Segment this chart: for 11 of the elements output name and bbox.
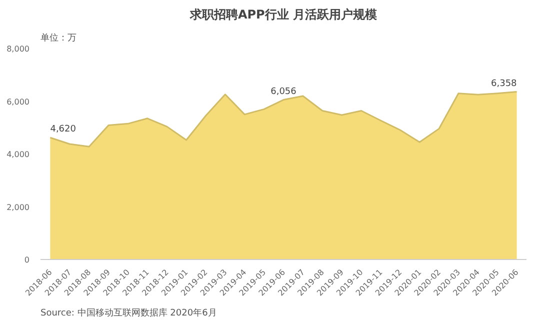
y-axis-title: 单位：万 xyxy=(40,32,76,44)
y-tick-label: 0 xyxy=(24,256,30,264)
y-tick-label: 4,000 xyxy=(6,150,30,159)
y-tick-label: 6,000 xyxy=(6,97,30,106)
y-tick-label: 2,000 xyxy=(6,202,30,212)
data-label: 4,620 xyxy=(50,124,76,135)
chart-title: 求职招聘APP行业 月活跃用户规模 xyxy=(188,8,378,22)
source-note: Source: 中国移动互联网数据库 2020年6月 xyxy=(40,308,217,318)
data-label: 6,056 xyxy=(270,86,297,97)
data-label: 6,358 xyxy=(491,78,518,89)
y-tick-label: 8,000 xyxy=(6,44,30,54)
